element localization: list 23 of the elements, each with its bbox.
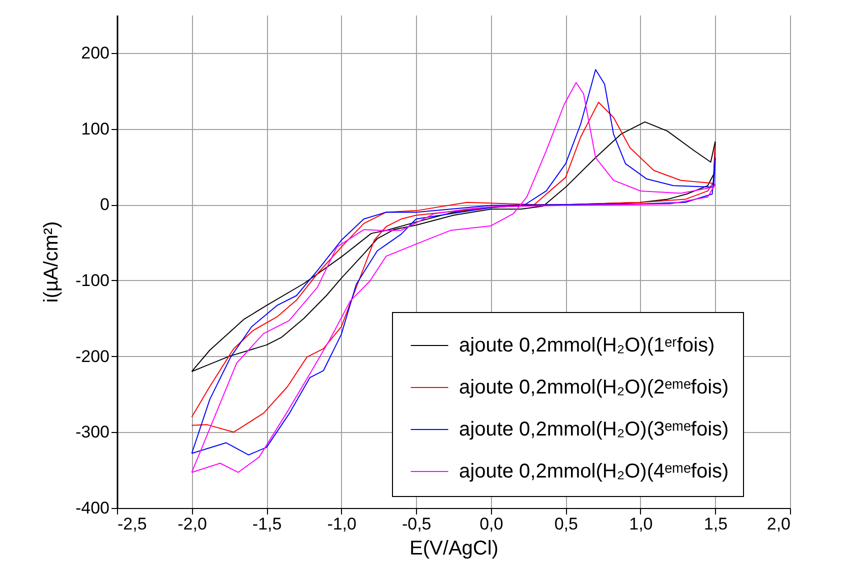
y-tick-label: -400 [75,498,110,518]
y-tick-label: 100 [81,119,110,138]
x-tick-label: 0,0 [480,514,504,534]
y-tick-label: 0 [100,195,110,214]
y-tick-label: -100 [75,270,110,290]
legend-label: ajoute 0,2mmol(H₂O)(2ᵉᵐᵉfois) [459,376,729,398]
x-tick-label: -1,5 [252,514,282,534]
x-tick-label: -0,5 [402,514,432,534]
x-tick-label: 2,0 [766,514,790,534]
x-tick-label: -2,0 [178,514,207,534]
y-tick-label: 200 [81,43,110,62]
y-axis-title: i(µA/cm²) [40,221,62,303]
x-tick-label: 1,5 [704,514,728,534]
legend-label: ajoute 0,2mmol(H₂O)(3ᵉᵐᵉfois) [459,418,729,440]
x-tick-label: -2,5 [118,514,147,534]
x-tick-label: -1,0 [327,514,356,534]
x-tick-label: 0,5 [554,514,578,534]
legend-label: ajoute 0,2mmol(H₂O)(4ᵉᵐᵉfois) [459,460,729,482]
legend-label: ajoute 0,2mmol(H₂O)(1ᵉʳfois) [459,334,715,356]
x-tick-label: 1,0 [629,514,653,534]
x-axis-title: E(V/AgCl) [410,538,498,560]
y-tick-label: -300 [75,422,110,442]
y-tick-label: -200 [75,346,110,366]
